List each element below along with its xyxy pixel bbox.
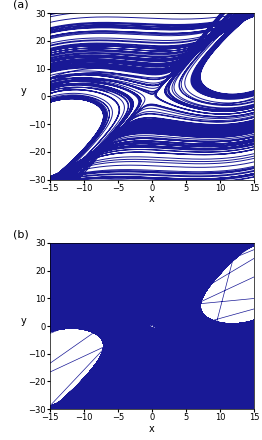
X-axis label: x: x [149, 424, 155, 434]
Text: (b): (b) [13, 230, 29, 239]
Text: (a): (a) [13, 0, 29, 10]
Y-axis label: y: y [20, 86, 26, 96]
Y-axis label: y: y [20, 316, 26, 326]
X-axis label: x: x [149, 194, 155, 204]
